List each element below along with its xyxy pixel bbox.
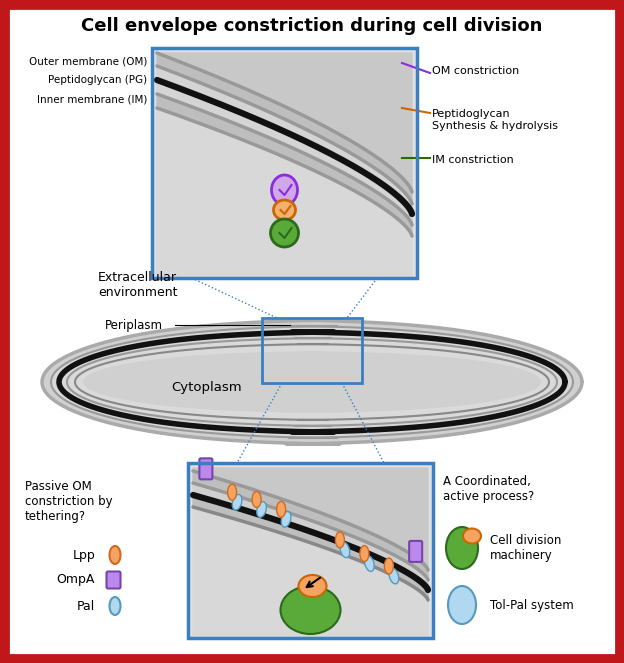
Ellipse shape bbox=[298, 575, 326, 597]
Text: Tol-Pal system: Tol-Pal system bbox=[490, 599, 573, 611]
Text: Lpp: Lpp bbox=[72, 548, 95, 562]
Polygon shape bbox=[193, 495, 428, 600]
Ellipse shape bbox=[384, 558, 393, 574]
Text: Outer membrane (OM): Outer membrane (OM) bbox=[29, 56, 147, 66]
Ellipse shape bbox=[463, 528, 481, 544]
Polygon shape bbox=[193, 507, 428, 638]
Polygon shape bbox=[59, 332, 565, 432]
Text: Inner membrane (IM): Inner membrane (IM) bbox=[37, 94, 147, 104]
Text: Pal: Pal bbox=[77, 599, 95, 613]
Ellipse shape bbox=[252, 491, 261, 507]
Text: Passive OM
constriction by
tethering?: Passive OM constriction by tethering? bbox=[25, 480, 112, 523]
Polygon shape bbox=[157, 66, 412, 214]
Text: Extracellular
environment: Extracellular environment bbox=[98, 271, 177, 299]
Ellipse shape bbox=[364, 556, 374, 572]
Polygon shape bbox=[51, 326, 573, 438]
Polygon shape bbox=[67, 338, 557, 426]
Ellipse shape bbox=[109, 597, 120, 615]
Ellipse shape bbox=[448, 586, 476, 624]
Polygon shape bbox=[84, 352, 540, 412]
Text: Periplasm: Periplasm bbox=[105, 318, 163, 332]
Polygon shape bbox=[84, 352, 540, 412]
Text: Cytoplasm: Cytoplasm bbox=[172, 381, 242, 394]
Polygon shape bbox=[193, 471, 428, 580]
FancyBboxPatch shape bbox=[107, 572, 120, 589]
Polygon shape bbox=[157, 108, 412, 278]
Polygon shape bbox=[42, 320, 582, 444]
Ellipse shape bbox=[281, 511, 291, 527]
Polygon shape bbox=[193, 483, 428, 590]
Bar bbox=[188, 463, 433, 638]
Polygon shape bbox=[75, 344, 549, 420]
Ellipse shape bbox=[271, 175, 298, 205]
Ellipse shape bbox=[270, 219, 298, 247]
Ellipse shape bbox=[273, 200, 296, 220]
Polygon shape bbox=[193, 468, 428, 570]
FancyBboxPatch shape bbox=[200, 458, 212, 479]
Text: A Coordinated,
active process?: A Coordinated, active process? bbox=[443, 475, 534, 503]
Ellipse shape bbox=[360, 546, 369, 562]
Ellipse shape bbox=[257, 502, 266, 517]
Ellipse shape bbox=[232, 495, 242, 510]
Ellipse shape bbox=[281, 586, 341, 634]
Ellipse shape bbox=[228, 484, 236, 501]
Polygon shape bbox=[157, 80, 412, 225]
Text: Cell envelope constriction during cell division: Cell envelope constriction during cell d… bbox=[81, 17, 543, 35]
Bar bbox=[262, 318, 362, 383]
Bar bbox=[152, 48, 417, 278]
Polygon shape bbox=[157, 53, 412, 192]
Text: Peptidoglycan
Synthesis & hydrolysis: Peptidoglycan Synthesis & hydrolysis bbox=[432, 109, 558, 131]
Ellipse shape bbox=[336, 532, 344, 548]
Bar bbox=[152, 48, 417, 278]
Text: OmpA: OmpA bbox=[57, 573, 95, 587]
Polygon shape bbox=[157, 53, 412, 204]
Ellipse shape bbox=[446, 527, 478, 569]
Text: Cell division
machinery: Cell division machinery bbox=[490, 534, 562, 562]
Ellipse shape bbox=[276, 501, 286, 517]
Polygon shape bbox=[157, 94, 412, 236]
Ellipse shape bbox=[109, 546, 120, 564]
Ellipse shape bbox=[340, 542, 349, 558]
Text: Peptidoglycan (PG): Peptidoglycan (PG) bbox=[48, 75, 147, 85]
Ellipse shape bbox=[389, 568, 399, 584]
Bar bbox=[188, 463, 433, 638]
Text: OM constriction: OM constriction bbox=[432, 66, 519, 76]
FancyBboxPatch shape bbox=[409, 541, 422, 562]
Text: IM constriction: IM constriction bbox=[432, 155, 514, 165]
